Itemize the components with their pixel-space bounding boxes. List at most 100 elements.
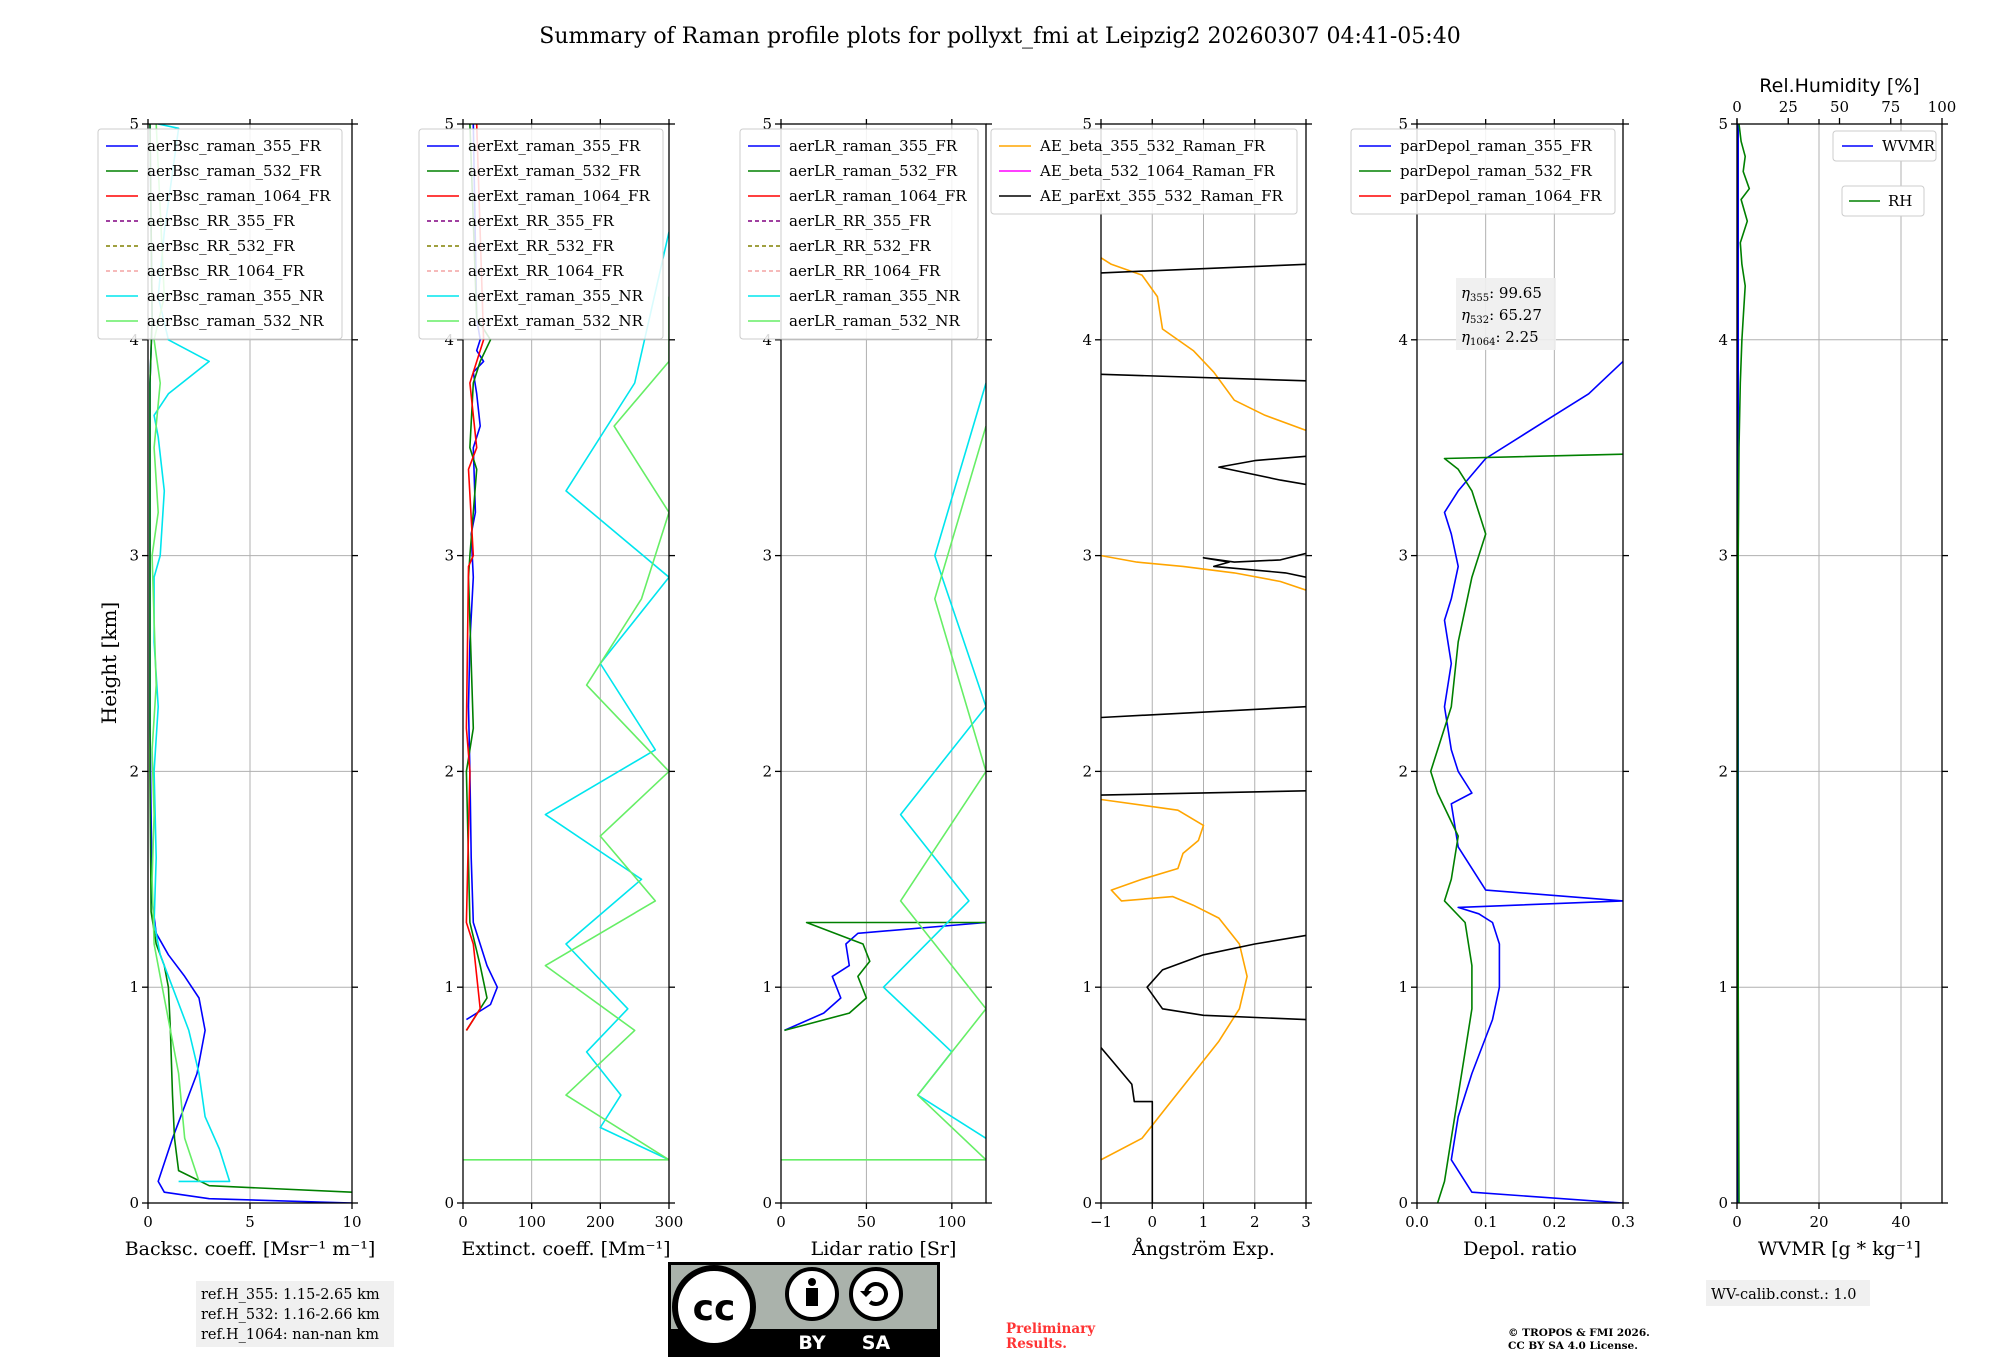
legend-label: aerBsc_raman_355_NR	[147, 287, 324, 305]
preliminary-results-line1: Preliminary	[1006, 1321, 1096, 1337]
axes-frame	[1736, 123, 1943, 1204]
by-label: BY	[798, 1332, 825, 1354]
y-tick-label: 4	[1082, 331, 1092, 349]
series-aerLR_raman_355_NR	[882, 382, 986, 1139]
y-tick-label: 0	[1082, 1194, 1092, 1212]
cc-by-sa-badge: cc BY SA	[668, 1262, 940, 1357]
ref-height-box: ref.H_355: 1.15-2.65 km ref.H_532: 1.16-…	[196, 1281, 394, 1347]
x-tick-label: 100	[517, 1213, 546, 1231]
legend-label: aerLR_raman_532_NR	[789, 312, 960, 330]
y-tick-label: 4	[444, 331, 454, 349]
series-AE_parExt_355_532_Raman_FR	[1101, 790, 1306, 796]
legend: WVMR RH	[1832, 130, 1937, 217]
y-tick-label: 2	[762, 762, 772, 780]
legend-label: AE_beta_355_532_Raman_FR	[1039, 137, 1266, 155]
panel-lidar_ratio: 0 50 100 0 1 2 3 4 5 Lidar ratio [Sr] aerLR_raman_…	[739, 115, 992, 1260]
share-alike-icon	[849, 1267, 903, 1321]
legend-label: aerBsc_raman_1064_FR	[147, 187, 331, 205]
panel-extinction: 0 100 200 300 0 1 2 3 4 5 Extinct. coeff. [Mm⁻¹] ae…	[418, 115, 683, 1260]
legend-label: AE_beta_532_1064_Raman_FR	[1039, 162, 1275, 180]
series-aerBsc_raman_532_NR	[151, 124, 200, 1182]
copyright-line1: © TROPOS & FMI 2026.	[1508, 1327, 1650, 1339]
plot-area	[1737, 124, 1751, 1203]
series-AE_parExt_355_532_Raman_FR	[1101, 263, 1306, 274]
y-tick-label: 3	[129, 547, 139, 565]
x-tick-label: −1	[1090, 1213, 1112, 1231]
x-tick-label: 2	[1250, 1213, 1260, 1231]
legend-label: aerExt_raman_1064_FR	[468, 187, 650, 205]
plot-area	[463, 124, 669, 1161]
legend-box	[990, 128, 1298, 215]
series-AE_beta_355_532_Raman_FR	[1101, 554, 1306, 591]
series-AE_parExt_355_532_Raman_FR	[1218, 455, 1306, 486]
cc-label: cc	[693, 1288, 736, 1329]
panel-water_vapor: 0 20 40 0 1 2 3 4 5 WVMR [g * kg⁻¹] 0 25 50 75 100 Rel.…	[1718, 75, 1956, 1260]
x-tick-label: 0.0	[1405, 1213, 1429, 1231]
y-tick-label: 4	[1398, 331, 1408, 349]
y-tick-label: 2	[1398, 762, 1408, 780]
y-tick-label: 2	[129, 762, 139, 780]
series-aerLR_raman_532_FR	[784, 921, 986, 1032]
panel-depolarization: 0.0 0.1 0.2 0.3 0 1 2 3 4 5 Depol. ratio parDepol_r…	[1350, 115, 1635, 1260]
y-tick-label: 0	[762, 1194, 772, 1212]
axes-frame	[462, 123, 670, 1204]
preliminary-results-line2: Results.	[1006, 1336, 1067, 1352]
legend-box	[1350, 128, 1616, 215]
y-tick-label: 1	[1082, 978, 1092, 996]
axes-frame	[1416, 123, 1624, 1204]
legend-label: aerBsc_raman_355_FR	[147, 137, 322, 155]
x-axis-label: WVMR [g * kg⁻¹]	[1758, 1238, 1921, 1260]
series-aerExt_raman_1064_FR	[465, 124, 485, 1031]
y-tick-label: 3	[762, 547, 772, 565]
y-tick-label: 0	[444, 1194, 454, 1212]
series-parDepol_raman_355_FR	[1443, 360, 1623, 1203]
x-tick-label: 5	[245, 1213, 255, 1231]
wv-calib-box: WV-calib.const.: 1.0	[1706, 1280, 1870, 1306]
x-tick-label: 0	[776, 1213, 786, 1231]
y-tick-label: 1	[129, 978, 139, 996]
y-tick-label: 5	[444, 115, 454, 133]
legend-label: aerLR_RR_355_FR	[789, 212, 931, 230]
x-tick-label: 0	[143, 1213, 153, 1231]
legend-label: aerExt_raman_355_NR	[468, 287, 644, 305]
y-tick-label: 2	[1718, 762, 1728, 780]
legend-label: aerExt_raman_355_FR	[468, 137, 641, 155]
plot-area	[1101, 257, 1306, 1203]
legend-box	[97, 128, 343, 340]
x-axis-label: Ångström Exp.	[1131, 1238, 1275, 1260]
x-tick-label: 10	[342, 1213, 361, 1231]
eta-box	[1456, 278, 1556, 350]
y-tick-label: 5	[762, 115, 772, 133]
ref-height-532: ref.H_532: 1.16-2.66 km	[201, 1307, 380, 1323]
y-tick-label: 4	[129, 331, 139, 349]
legend-label: aerExt_RR_1064_FR	[468, 262, 624, 280]
y-tick-label: 3	[1718, 547, 1728, 565]
legend-box-wvmr	[1832, 130, 1937, 162]
x-tick-label: 1	[1199, 1213, 1209, 1231]
series-AE_parExt_355_532_Raman_FR	[1101, 373, 1306, 382]
legend-box	[739, 128, 979, 340]
legend: aerLR_raman_355_FR aerLR_raman_532_FR aerL…	[739, 128, 979, 340]
legend-label: aerBsc_raman_532_NR	[147, 312, 324, 330]
x-top-tick-label: 50	[1830, 98, 1849, 116]
legend: parDepol_raman_355_FR parDepol_raman_532_…	[1350, 128, 1616, 215]
x-tick-label: 20	[1809, 1213, 1828, 1231]
series-parDepol_raman_532_FR	[1429, 453, 1623, 1203]
legend-label: aerLR_raman_355_FR	[789, 137, 958, 155]
cc-icon	[672, 1265, 756, 1349]
series-aerLR_raman_355_FR	[784, 921, 986, 1032]
legend-label: aerExt_raman_532_FR	[468, 162, 641, 180]
x-axis-label: Extinct. coeff. [Mm⁻¹]	[461, 1238, 670, 1260]
legend-label: WVMR	[1882, 137, 1936, 155]
legend-label: aerBsc_RR_1064_FR	[147, 262, 305, 280]
y-tick-label: 4	[1718, 331, 1728, 349]
x-axis-label: Depol. ratio	[1463, 1238, 1577, 1260]
series-aerExt_raman_355_NR	[544, 231, 669, 1161]
plot-area	[149, 124, 352, 1203]
x-top-tick-label: 100	[1928, 98, 1957, 116]
x-top-tick-label: 25	[1779, 98, 1798, 116]
series-RH	[1737, 124, 1751, 1203]
x-axis-label: Backsc. coeff. [Msr⁻¹ m⁻¹]	[125, 1238, 376, 1260]
y-tick-label: 3	[1398, 547, 1408, 565]
